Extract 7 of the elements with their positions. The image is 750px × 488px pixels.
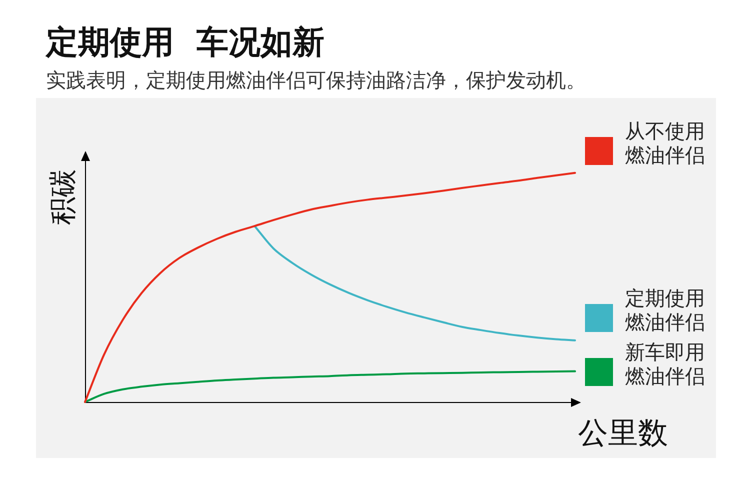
legend-label: 新车即用燃油伴侣 [625,340,706,388]
legend-label: 从不使用燃油伴侣 [625,118,706,167]
x-axis-title: 公里数 [578,416,668,451]
y-axis-title: 积碳 [46,169,79,225]
chart-subtitle: 实践表明，定期使用燃油伴侣可保持油路洁净，保护发动机。 [46,68,586,92]
legend-label: 定期使用燃油伴侣 [625,286,706,334]
chart-title: 定期使用 车况如新 [46,22,324,62]
